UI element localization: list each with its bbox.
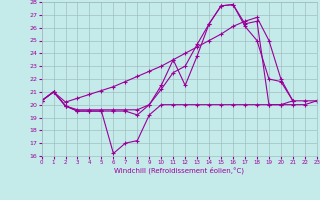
X-axis label: Windchill (Refroidissement éolien,°C): Windchill (Refroidissement éolien,°C) <box>114 167 244 174</box>
